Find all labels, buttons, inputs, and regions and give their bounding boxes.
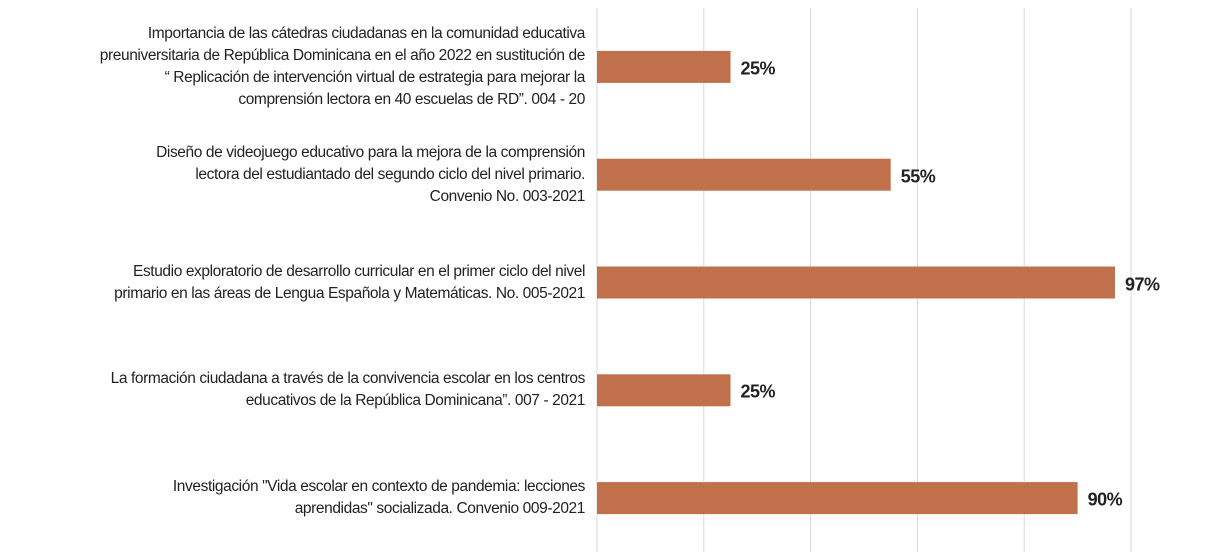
value-label: 55%	[900, 166, 936, 187]
category-label: La formación ciudadana a través de la co…	[110, 370, 586, 410]
bar	[597, 158, 891, 191]
bar	[597, 482, 1078, 515]
value-label: 97%	[1124, 274, 1160, 294]
bar	[597, 374, 731, 407]
category-label: Estudio exploratorio de desarrollo curri…	[114, 262, 585, 302]
bar	[597, 266, 1115, 299]
bar	[597, 50, 731, 83]
category-label: Diseño de videojuego educativo para la m…	[156, 143, 585, 205]
category-label: Importancia de las cátedras ciudadanas e…	[99, 24, 586, 108]
value-label: 25%	[740, 381, 776, 402]
value-label: 25%	[740, 58, 776, 79]
value-label: 90%	[1087, 489, 1123, 510]
category-label: Investigación "Vida escolar en contexto …	[172, 478, 586, 518]
